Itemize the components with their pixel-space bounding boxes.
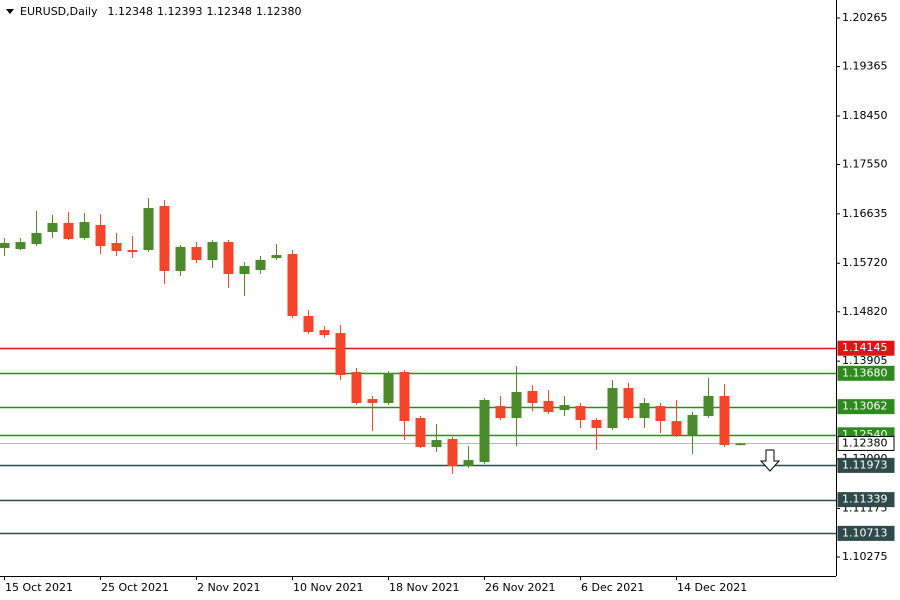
x-tick-label: 14 Dec 2021	[677, 581, 747, 594]
candle-body	[47, 222, 58, 232]
candle-body	[223, 242, 234, 275]
level-price-label: 1.10713	[842, 526, 888, 539]
candle-body	[351, 372, 362, 404]
level-price-label: 1.12380	[842, 436, 888, 449]
candle-body	[447, 439, 458, 467]
candle-body	[303, 316, 314, 333]
candle-body	[95, 224, 106, 247]
y-tick-label: 1.17550	[842, 158, 888, 171]
candle-body	[655, 406, 666, 422]
candle-body	[143, 208, 154, 251]
y-tick-label: 1.15720	[842, 256, 888, 269]
y-tick-label: 1.10275	[842, 550, 888, 563]
candle-body	[511, 392, 522, 419]
header-price: 1.12393	[157, 5, 203, 18]
symbol: EURUSD,Daily	[20, 5, 98, 18]
candle-body	[31, 233, 42, 245]
symbol-header: EURUSD,Daily 1.12348 1.12393 1.12348 1.12380	[20, 5, 301, 18]
x-tick-label: 26 Nov 2021	[485, 581, 555, 594]
candle-body	[703, 396, 714, 417]
candle-body	[0, 243, 10, 249]
level-price-label: 1.14145	[842, 341, 888, 354]
candle-body	[527, 390, 538, 404]
candle-body	[191, 246, 202, 260]
y-tick-label: 1.13905	[842, 354, 888, 367]
level-price-box	[837, 457, 895, 473]
candle-body	[239, 266, 250, 275]
level-price-box	[837, 435, 895, 451]
candle-body	[463, 460, 474, 467]
level-price-label: 1.11973	[842, 458, 888, 471]
level-price-box	[837, 492, 895, 508]
candle-body	[479, 400, 490, 463]
candle-body	[543, 401, 554, 413]
candle-body	[335, 333, 346, 376]
candle-body	[383, 373, 394, 404]
candle-body	[687, 415, 698, 436]
y-tick-label: 1.14820	[842, 305, 888, 318]
y-tick-label: 1.16635	[842, 207, 888, 220]
y-tick-label: 1.20265	[842, 11, 888, 24]
header-price: 1.12348	[107, 5, 153, 18]
candle-body	[271, 255, 282, 259]
menu-triangle[interactable]	[6, 9, 14, 14]
level-price-label: 1.11339	[842, 493, 888, 506]
candle-body	[159, 205, 170, 272]
level-price-label: 1.13680	[842, 366, 888, 379]
candle-body	[207, 242, 218, 260]
x-tick-label: 18 Nov 2021	[389, 581, 459, 594]
candle-body	[431, 440, 442, 448]
candle-body	[559, 405, 570, 411]
candle-body	[415, 418, 426, 448]
candle-body	[111, 243, 122, 252]
level-price-box	[837, 340, 895, 356]
header-price: 1.12348	[206, 5, 252, 18]
candle-body	[575, 406, 586, 421]
level-price-label: 1.13062	[842, 400, 888, 413]
x-tick-label: 10 Nov 2021	[293, 581, 363, 594]
candle-body	[63, 222, 74, 240]
candle-body	[255, 259, 266, 271]
x-tick-label: 2 Nov 2021	[197, 581, 260, 594]
candle-body	[15, 242, 26, 249]
candle-body	[287, 254, 298, 317]
x-tick-label: 15 Oct 2021	[5, 581, 73, 594]
candle-body	[719, 396, 730, 446]
candle-body	[639, 403, 650, 419]
price-axis: 1.20265 1.19365 1.18450 1.17550 1.16635 1.157…	[836, 11, 895, 563]
x-tick-label: 6 Dec 2021	[581, 581, 644, 594]
candle-body	[735, 443, 746, 446]
y-tick-label: 1.18450	[842, 109, 888, 122]
candle-body	[607, 388, 618, 429]
x-tick-label: 25 Oct 2021	[101, 581, 169, 594]
candle-body	[399, 372, 410, 422]
sell-arrow-icon	[759, 449, 781, 472]
y-tick-label: 1.19365	[842, 60, 888, 73]
candle-body	[319, 330, 330, 336]
plot-area	[0, 198, 836, 535]
level-price-box	[837, 399, 895, 415]
candle-body	[591, 420, 602, 429]
candle-body	[623, 388, 634, 419]
candle-body	[79, 222, 90, 238]
candle-body	[495, 406, 506, 419]
header-price: 1.12380	[256, 5, 302, 18]
candle-body	[367, 399, 378, 404]
candle-body	[127, 250, 138, 253]
candle-body	[175, 246, 186, 272]
level-price-box	[837, 365, 895, 381]
candle-body	[671, 421, 682, 436]
level-price-box	[837, 525, 895, 541]
